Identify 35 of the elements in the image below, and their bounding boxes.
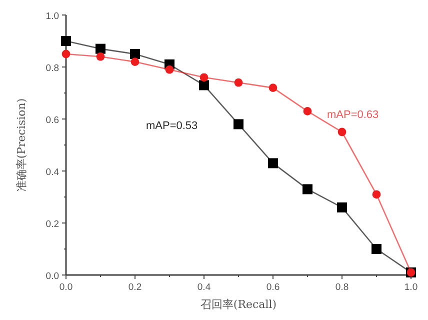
point [130,58,140,66]
point [302,184,312,194]
point [200,73,208,82]
y-tick-label: 0.4 [46,167,59,178]
x-tick-label: 0.0 [59,282,73,293]
point [62,50,70,58]
point [303,107,312,116]
x-tick-label: 0.4 [197,282,211,293]
point [96,44,106,54]
annotation: mAP=0.53 [146,120,198,132]
point [165,65,174,74]
y-tick-label: 0.0 [46,271,59,282]
y-tick-label: 0.8 [46,63,59,74]
x-tick-label: 0.8 [335,282,349,293]
point [372,190,381,199]
point [96,52,105,61]
point [268,158,278,168]
y-tick-label: 0.2 [46,219,59,230]
point [234,78,243,87]
y-tick-label: 1.0 [46,11,59,22]
point [61,36,71,46]
point [268,84,278,92]
point [234,119,244,130]
y-axis-title: 准确率(Precision) [15,98,28,192]
x-axis-title: 召回率(Recall) [200,298,277,311]
point [338,128,346,136]
point [199,80,209,90]
annotation: mAP=0.63 [327,109,379,121]
x-tick-label: 0.6 [266,282,280,293]
point [337,202,347,212]
point [130,49,140,59]
x-tick-label: 0.2 [128,282,142,293]
x-tick-label: 1.0 [404,282,418,293]
y-tick-label: 0.6 [46,115,59,126]
point [372,244,382,254]
